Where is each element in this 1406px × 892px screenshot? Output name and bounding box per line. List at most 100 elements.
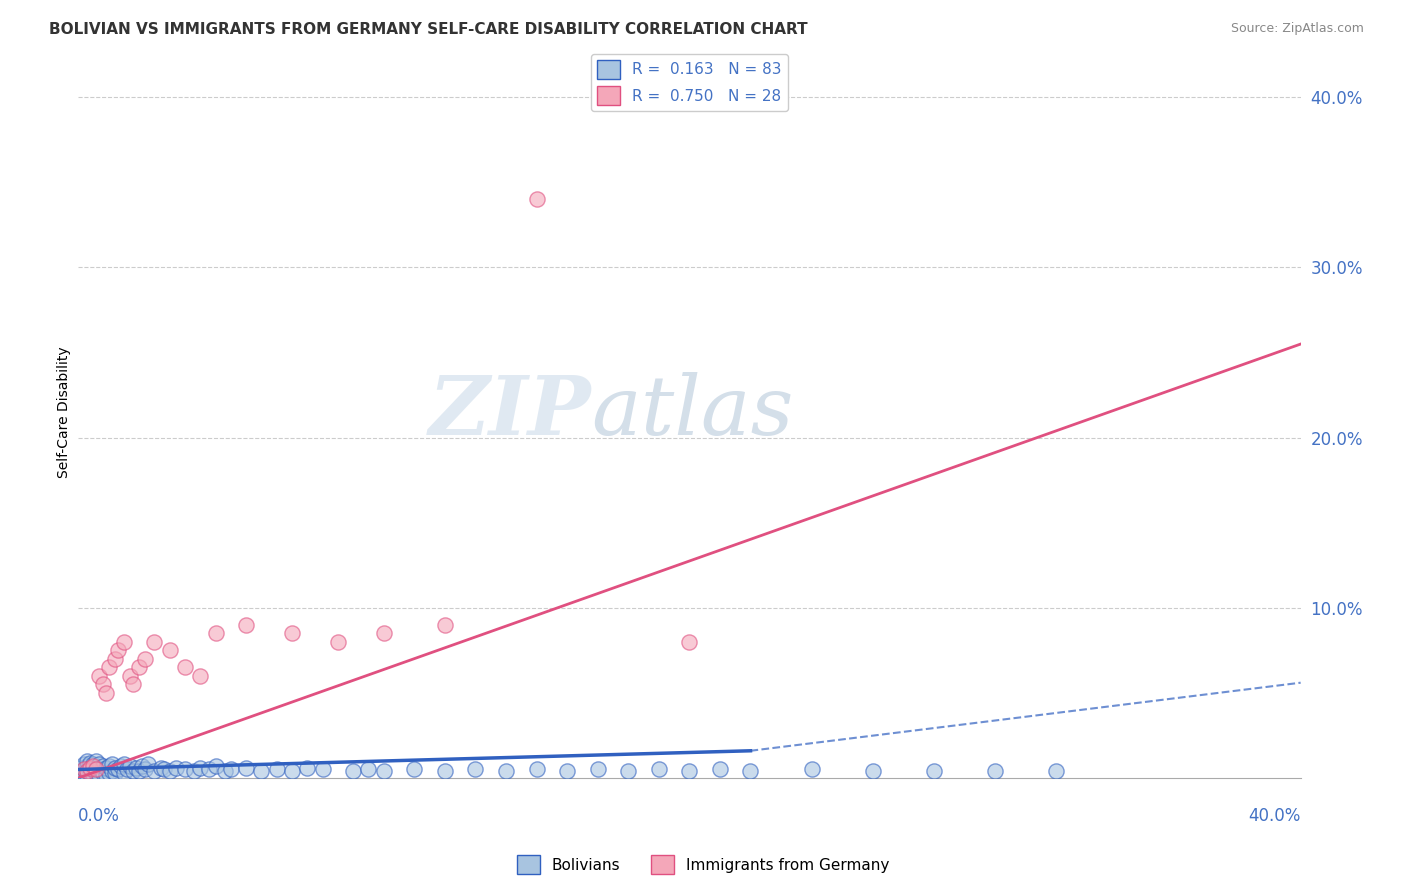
Point: [86, 754, 108, 768]
Point: [433, 617, 456, 632]
Point: [76, 764, 98, 779]
Point: [107, 763, 129, 777]
Point: [73, 763, 96, 777]
Point: [235, 761, 257, 775]
Point: [204, 759, 226, 773]
Point: [94, 767, 117, 781]
Point: [250, 764, 273, 779]
Point: [678, 764, 700, 779]
Point: [91, 759, 114, 773]
Point: [204, 626, 226, 640]
Point: [266, 763, 288, 777]
Point: [125, 761, 148, 775]
Point: [76, 767, 98, 781]
Point: [79, 761, 101, 775]
Point: [404, 763, 426, 777]
Point: [159, 764, 181, 779]
Point: [678, 635, 700, 649]
Point: [97, 660, 120, 674]
Point: [526, 193, 548, 207]
Text: atlas: atlas: [592, 372, 794, 452]
Point: [79, 765, 101, 780]
Point: [740, 764, 762, 779]
Point: [128, 660, 150, 674]
Point: [373, 764, 395, 779]
Point: [122, 677, 145, 691]
Point: [174, 660, 197, 674]
Point: [112, 765, 135, 780]
Point: [73, 757, 96, 772]
Point: [89, 757, 111, 772]
Point: [648, 763, 671, 777]
Point: [94, 686, 117, 700]
Point: [138, 757, 160, 772]
Point: [198, 763, 221, 777]
Point: [862, 764, 884, 779]
Point: [89, 767, 111, 781]
Text: 0.0%: 0.0%: [79, 807, 120, 825]
Point: [79, 761, 101, 775]
Legend: Bolivians, Immigrants from Germany: Bolivians, Immigrants from Germany: [510, 849, 896, 880]
Point: [79, 756, 101, 770]
Point: [89, 763, 111, 777]
Point: [73, 765, 96, 780]
Point: [86, 763, 108, 777]
Point: [709, 763, 731, 777]
Point: [82, 763, 104, 777]
Point: [76, 759, 98, 773]
Point: [91, 765, 114, 780]
Point: [617, 764, 640, 779]
Point: [73, 763, 96, 777]
Point: [922, 764, 945, 779]
Legend: R =  0.163   N = 83, R =  0.750   N = 28: R = 0.163 N = 83, R = 0.750 N = 28: [591, 54, 787, 111]
Point: [149, 761, 172, 775]
Point: [76, 764, 98, 779]
Point: [82, 767, 104, 781]
Point: [82, 759, 104, 773]
Point: [70, 767, 93, 781]
Point: [464, 763, 486, 777]
Point: [143, 764, 166, 779]
Point: [70, 761, 93, 775]
Point: [100, 757, 122, 772]
Point: [97, 765, 120, 780]
Point: [297, 761, 319, 775]
Point: [86, 761, 108, 775]
Point: [100, 764, 122, 779]
Point: [143, 635, 166, 649]
Point: [214, 764, 236, 779]
Point: [91, 677, 114, 691]
Point: [235, 617, 257, 632]
Point: [134, 763, 156, 777]
Point: [70, 764, 93, 779]
Text: Source: ZipAtlas.com: Source: ZipAtlas.com: [1230, 22, 1364, 36]
Point: [800, 763, 823, 777]
Point: [89, 669, 111, 683]
Y-axis label: Self-Care Disability: Self-Care Disability: [58, 346, 72, 478]
Point: [82, 757, 104, 772]
Point: [373, 626, 395, 640]
Point: [174, 763, 197, 777]
Point: [342, 764, 364, 779]
Point: [128, 764, 150, 779]
Point: [1045, 764, 1067, 779]
Point: [433, 764, 456, 779]
Point: [115, 763, 138, 777]
Point: [984, 764, 1007, 779]
Point: [555, 764, 578, 779]
Point: [281, 626, 304, 640]
Point: [326, 635, 349, 649]
Point: [152, 763, 174, 777]
Point: [104, 765, 127, 780]
Point: [188, 761, 211, 775]
Point: [122, 764, 145, 779]
Point: [73, 769, 96, 783]
Text: 40.0%: 40.0%: [1249, 807, 1301, 825]
Point: [357, 763, 380, 777]
Point: [311, 763, 333, 777]
Point: [112, 635, 135, 649]
Point: [183, 764, 205, 779]
Point: [134, 652, 156, 666]
Point: [118, 669, 141, 683]
Point: [76, 754, 98, 768]
